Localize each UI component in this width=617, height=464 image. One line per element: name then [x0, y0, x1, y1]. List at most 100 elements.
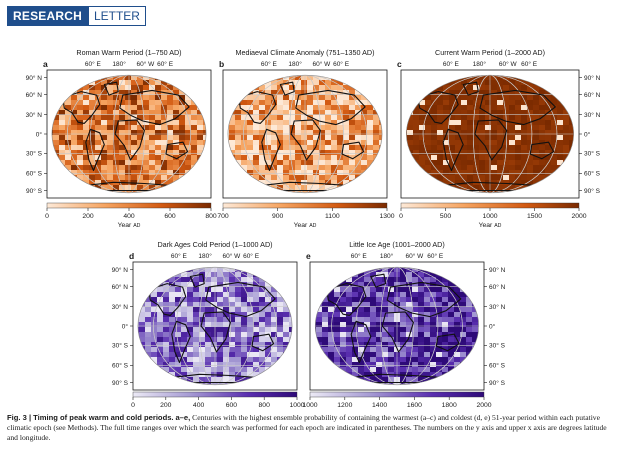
figure-3: Roman Warm Period (1–750 AD)a 60° E 180° 60…: [26, 48, 601, 409]
map-cell: [229, 302, 236, 308]
map-cell: [551, 95, 558, 101]
map-cell: [467, 135, 474, 141]
map-cell: [229, 277, 236, 283]
map-cell: [322, 337, 329, 343]
lat-tick-label: 30° S: [584, 150, 601, 158]
map-cell: [173, 100, 180, 106]
map-cell: [400, 287, 407, 293]
map-cell: [229, 352, 236, 358]
map-cell: [382, 332, 389, 338]
map-cell: [241, 302, 248, 308]
map-cell: [370, 287, 377, 293]
map-cell: [346, 327, 353, 333]
map-cell: [388, 282, 395, 288]
map-cell: [331, 160, 338, 166]
map-cell: [319, 155, 326, 161]
map-cell: [137, 140, 144, 146]
map-cell: [352, 342, 359, 348]
map-cell: [241, 352, 248, 358]
map-cell: [307, 100, 314, 106]
map-cell: [340, 332, 347, 338]
map-cell: [460, 317, 467, 323]
map-cell: [443, 175, 450, 181]
map-cell: [400, 327, 407, 333]
map-cell: [509, 180, 516, 186]
map-cell: [436, 357, 443, 363]
map-cell: [197, 140, 204, 146]
map-cell: [448, 352, 455, 358]
map-cell: [424, 302, 431, 308]
map-cell: [413, 155, 420, 161]
map-cell: [247, 352, 254, 358]
map-cell: [382, 337, 389, 343]
map-cell: [163, 307, 170, 313]
map-cell: [301, 160, 308, 166]
map-cell: [265, 175, 272, 181]
map-cell: [521, 95, 528, 101]
map-cell: [83, 165, 90, 171]
map-cell: [65, 155, 72, 161]
map-cell: [205, 367, 212, 373]
map-cell: [271, 145, 278, 151]
map-cell: [431, 110, 438, 116]
map-cell: [349, 100, 356, 106]
map-cell: [235, 372, 242, 378]
map-cell: [430, 302, 437, 308]
map-cell: [179, 135, 186, 141]
map-cell: [139, 337, 146, 343]
map-cell: [334, 312, 341, 318]
map-cell: [425, 165, 432, 171]
map-cell: [418, 272, 425, 278]
map-cell: [376, 267, 383, 273]
continent-outline: [62, 91, 101, 124]
map-cell: [155, 110, 162, 116]
map-cell: [442, 312, 449, 318]
map-cell: [125, 115, 132, 121]
map-cell: [199, 297, 206, 303]
map-cell: [155, 175, 162, 181]
map-cell: [424, 287, 431, 293]
map-cell: [448, 312, 455, 318]
map-cell: [265, 145, 272, 151]
map-cell: [295, 120, 302, 126]
map-cell: [173, 105, 180, 111]
map-cell: [406, 302, 413, 308]
map-cell: [400, 302, 407, 308]
map-cell: [173, 90, 180, 96]
map-cell: [355, 130, 362, 136]
map-cell: [241, 272, 248, 278]
continent-outline: [85, 128, 105, 172]
map-cell: [101, 185, 108, 191]
map-cell: [491, 120, 498, 126]
map-cell: [325, 105, 332, 111]
map-cell: [418, 292, 425, 298]
map-cell: [503, 140, 510, 146]
map-cell: [325, 135, 332, 141]
map-cell: [113, 110, 120, 116]
map-cell: [358, 282, 365, 288]
map-cell: [337, 175, 344, 181]
continent-outline: [114, 119, 145, 161]
lat-tick-label: 60° N: [26, 91, 43, 99]
map-cell: [442, 292, 449, 298]
map-cell: [235, 115, 242, 121]
map-cell: [149, 115, 156, 121]
map-cell: [473, 115, 480, 121]
map-cell: [247, 160, 254, 166]
map-cell: [211, 287, 218, 293]
map-cell: [328, 332, 335, 338]
map-cell: [322, 307, 329, 313]
map-cell: [313, 155, 320, 161]
map-cell: [167, 170, 174, 176]
map-cell: [187, 347, 194, 353]
map-cell: [382, 272, 389, 278]
map-cell: [145, 347, 152, 353]
map-cell: [107, 160, 114, 166]
map-cell: [193, 347, 200, 353]
map-cell: [277, 85, 284, 91]
map-cell: [143, 150, 150, 156]
map-cell: [382, 362, 389, 368]
map-cell: [328, 297, 335, 303]
map-cell: [137, 322, 140, 328]
map-cell: [473, 100, 480, 106]
